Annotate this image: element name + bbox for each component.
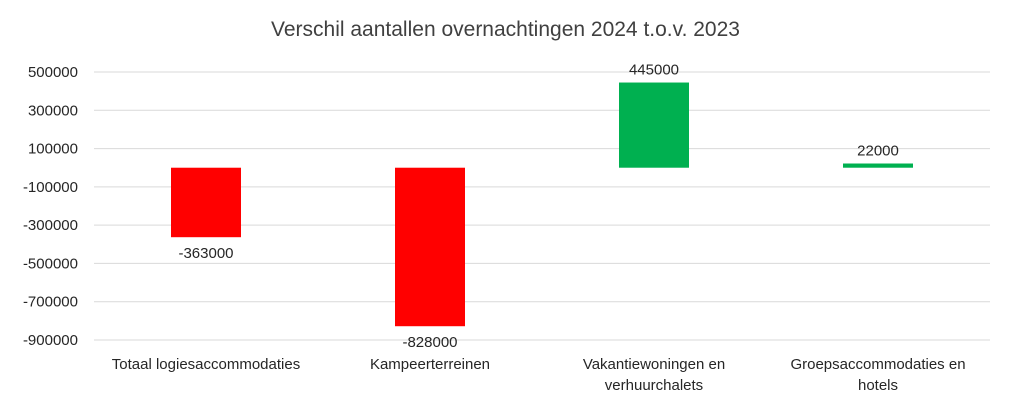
data-label: 445000 [629, 62, 679, 79]
y-tick-label: -100000 [23, 179, 78, 196]
y-tick-label: -900000 [23, 332, 78, 349]
x-category-label: Vakantiewoningen en [583, 356, 725, 373]
y-tick-label: -300000 [23, 217, 78, 234]
y-tick-label: 100000 [28, 141, 78, 158]
x-category-label: verhuurchalets [605, 377, 703, 394]
bar [171, 167, 241, 238]
x-category-label: Totaal logiesaccommodaties [112, 356, 300, 373]
x-category-label: Groepsaccommodaties en [790, 356, 965, 373]
y-tick-label: -700000 [23, 294, 78, 311]
x-category-label: Kampeerterreinen [370, 356, 490, 373]
data-label: -363000 [178, 245, 233, 262]
bar [619, 82, 689, 168]
y-tick-label: -500000 [23, 255, 78, 272]
bar [843, 163, 913, 168]
y-tick-label: 300000 [28, 102, 78, 119]
y-tick-label: 500000 [28, 64, 78, 81]
chart-title: Verschil aantallen overnachtingen 2024 t… [271, 18, 740, 41]
x-category-label: hotels [858, 377, 898, 394]
bar [395, 167, 465, 327]
data-label: 22000 [857, 143, 899, 160]
data-label: -828000 [402, 334, 457, 351]
